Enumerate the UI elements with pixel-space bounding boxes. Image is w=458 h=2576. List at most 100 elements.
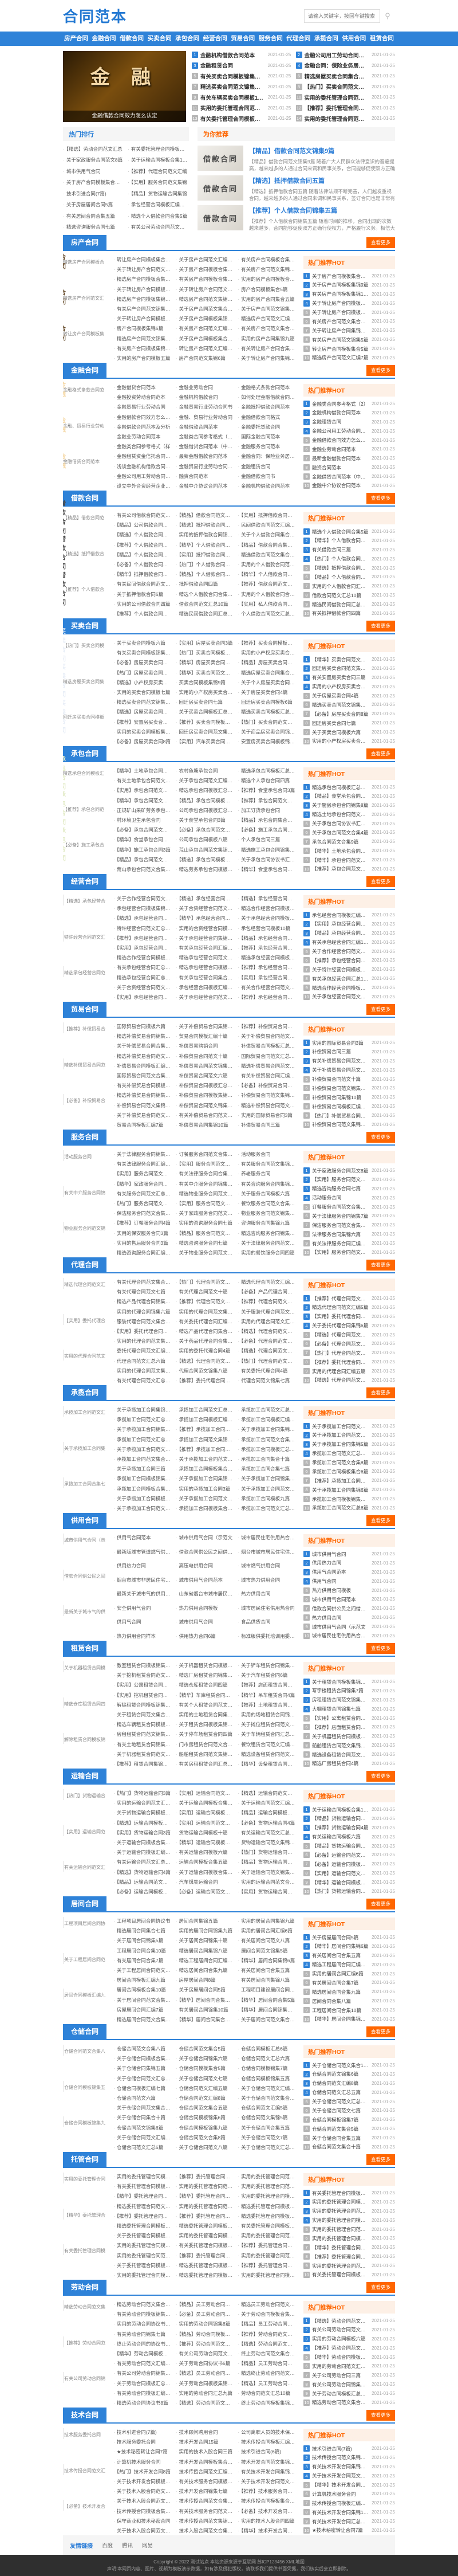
article-link[interactable]: 技术传授合同范文集锦七篇 — [312, 2455, 369, 2461]
article-link[interactable]: · 实用的劳动合同汇总九篇 — [175, 2390, 233, 2396]
article-link[interactable]: · 物业服务合同范文锦集九篇 — [238, 1210, 297, 1217]
article-link[interactable]: · 【推荐】买卖合同模板八篇 — [238, 640, 297, 646]
article-link[interactable]: · 承揽加工合同模板集合六篇 — [175, 1505, 235, 1511]
article-link[interactable]: 【推荐】代理合同范文汇编 — [312, 1295, 369, 1301]
article-link[interactable]: · 有关房产合同模板合集5篇 — [175, 276, 235, 283]
article-link[interactable]: 关于家政服务合同范文8篇 — [312, 1167, 369, 1174]
article-link[interactable]: · 精选物业服务合同范文合集 — [175, 1190, 235, 1197]
article-link[interactable]: · 实用的房产合同集合五篇 — [238, 296, 295, 302]
article-link[interactable]: 金融租赁合同 — [312, 419, 342, 425]
article-link[interactable]: 精选买卖合同范文锦集九篇 — [312, 701, 369, 708]
article-link[interactable]: · 国际贸易合同范文汇总8篇 — [238, 1053, 297, 1059]
article-link[interactable]: · 技术传授合同范文合集八篇 — [175, 2498, 235, 2504]
article-link[interactable]: · 关于技术入股合同范文汇编 — [113, 2488, 172, 2495]
article-link[interactable]: 【必备】运输合同范文锦集 — [312, 1852, 369, 1858]
article-link[interactable]: · 精选劳动合同协议书8篇 — [113, 2399, 168, 2406]
article-link[interactable]: · 精选个人承包合同四篇 — [238, 778, 290, 784]
article-link[interactable]: 【推荐】承包合同范文合集 — [312, 866, 369, 872]
nav-item-房产合同[interactable]: 房产合同 — [64, 35, 88, 42]
article-link[interactable]: · 居间合同集锦五篇 — [175, 1918, 218, 1924]
article-link[interactable]: · 订餐服务合同范文合集七篇 — [175, 1151, 235, 1157]
article-link[interactable]: 供用气合同 — [312, 1578, 337, 1585]
article-link[interactable]: · 精选房产合同范文集锦十篇 — [175, 296, 235, 302]
article-link[interactable]: · 农村鱼塘承包合同 — [175, 768, 218, 774]
article-link[interactable]: · 补偿贸易合同模板汇编九篇 — [113, 1062, 172, 1069]
article-link[interactable]: · 承包经营合同模板汇编八篇 — [128, 202, 189, 208]
article-link[interactable]: 【精选】代理合同范文集合5 — [312, 1332, 369, 1338]
article-link[interactable]: 实用的个人借款合同汇总九 — [312, 583, 369, 589]
article-link[interactable]: 实用的国际贸易合同3篇 — [312, 1040, 364, 1046]
article-link[interactable]: · 【精品】承包合同集合十篇 — [238, 817, 297, 823]
article-link[interactable]: · 有关居间合同锦集10篇 — [175, 2006, 228, 2013]
article-link[interactable]: · 实用的委托管理合同范文合 — [238, 2233, 297, 2239]
article-link[interactable]: · 关于房产合同范文集合7篇 — [175, 305, 235, 312]
article-thumbnail[interactable]: 借款合同 — [198, 205, 243, 230]
article-link[interactable]: · 技术传授合同模板集合十篇 — [238, 2498, 297, 2504]
article-link[interactable]: · 金融借款合同格式 — [238, 414, 281, 420]
article-thumbnail[interactable] — [63, 2080, 64, 2092]
article-link[interactable]: · 金融贸易行业劳动合同范本 — [175, 463, 235, 469]
article-link[interactable]: · 【精华】委托管理合同模板 — [113, 2193, 172, 2199]
view-more-button[interactable]: 查看更多 — [366, 1387, 395, 1398]
article-link[interactable]: · 实用的技术入股合同四篇 — [238, 2518, 295, 2524]
article-link[interactable]: 【推荐】承包经营合同集合 — [312, 957, 369, 963]
article-link[interactable]: · 实用的保安服务合同3篇 — [113, 1230, 168, 1236]
article-link[interactable]: · 关于承揽加工合同锦集9篇 — [113, 1426, 172, 1433]
article-link[interactable]: · 【实用】汽车买卖合同三篇 — [175, 738, 235, 744]
article-link[interactable]: 精选房屋买卖合同集合十篇 — [304, 73, 369, 80]
article-link[interactable]: · 技术传授合同模板合集5篇 — [113, 2508, 172, 2514]
article-link[interactable]: · 承包经营合同模板10篇 — [238, 925, 291, 931]
article-link[interactable]: · 国际贸易合同模板六篇 — [113, 1024, 165, 1029]
article-link[interactable]: · 关于家政服务合同范文8篇 — [175, 1210, 235, 1217]
section-tab[interactable]: 技术合同 — [63, 2408, 107, 2422]
article-link[interactable]: · 精选补偿贸易合同锦集七篇 — [113, 1092, 172, 1099]
article-link[interactable]: 实用的委托管理合同模板合 — [312, 2217, 369, 2224]
article-link[interactable]: 金融机构借款合同范本 — [200, 52, 255, 59]
article-link[interactable]: · 实用的餐饮服务合同四篇 — [238, 1249, 295, 1256]
article-link[interactable]: · 补偿贸易合同范文锦集七篇 — [175, 1102, 235, 1108]
article-link[interactable]: · 仓储合同范文集合5篇 — [175, 2046, 226, 2052]
article-link[interactable]: · 关于委托管理合同模板集锦 — [113, 2262, 172, 2268]
article-link[interactable]: · 【精华】食堂承包合同范文 — [238, 866, 297, 872]
article-link[interactable]: · 承揽加工合同模板合集十篇 — [113, 1485, 172, 1492]
article-link[interactable]: 【热门】货物运输合同合集 — [312, 1888, 369, 1895]
article-link[interactable]: · 委托代理合同范文汇编8篇 — [113, 1348, 172, 1354]
section-tab[interactable]: 买卖合同 — [63, 618, 107, 633]
article-link[interactable]: · 精选居间合同范文合集8篇 — [113, 2016, 172, 2022]
article-link[interactable]: · 承揽加工合同范文汇总七篇 — [113, 1417, 172, 1423]
article-link[interactable]: · 实用的委托管理合同范文集 — [238, 2252, 297, 2259]
article-link[interactable]: 仓储合同范文集合十篇 — [312, 2144, 361, 2150]
article-link[interactable]: 金融业劳动合同范本 — [312, 446, 356, 452]
article-link[interactable]: · 【推荐】承包经营合同集合 — [238, 944, 297, 951]
article-link[interactable]: 有关委托管理合同模板锦集十篇 — [200, 116, 265, 123]
article-link[interactable]: · 实用的代理合同范文集锦八 — [113, 1338, 172, 1344]
article-link[interactable]: · 回迁房买卖合同七篇 — [175, 699, 223, 705]
article-link[interactable]: · 【精品】劳动合同模板锦集 — [175, 2331, 235, 2337]
article-link[interactable]: 【推荐】承揽加工合同三篇 — [312, 1477, 369, 1484]
article-link[interactable]: · 【实用】承包经营合同模板 — [113, 994, 172, 1000]
article-link[interactable]: · 关于房产合同模板集合四篇 — [63, 179, 124, 186]
thumbnail-caption[interactable]: 有关委托管理合同模 — [64, 2248, 105, 2253]
article-link[interactable]: · 精选咨询服务合同锦集十篇 — [238, 1230, 297, 1236]
article-link[interactable]: · 【精品】承包合同范文集锦8 — [113, 856, 172, 862]
section-tab[interactable]: 劳动合同 — [63, 2280, 107, 2295]
article-link[interactable]: · 仓储合同模板汇编七篇 — [113, 2085, 165, 2091]
article-link[interactable]: · 关于仓储合同范文汇编六篇 — [113, 2134, 172, 2140]
article-link[interactable]: 【必备】运输合同模板锦集 — [312, 1861, 369, 1867]
article-thumbnail[interactable] — [63, 1058, 64, 1069]
article-link[interactable]: · 关于转让房产合同模板集锦 — [113, 286, 172, 292]
article-link[interactable]: · 实用的房产合同集锦九篇 — [238, 335, 295, 342]
article-link[interactable]: · 精选委托管理合同模板集合 — [175, 2272, 235, 2278]
article-link[interactable]: · 有关劳动合同模板锦集八篇 — [113, 2311, 172, 2318]
nav-item-借款合同[interactable]: 借款合同 — [120, 35, 144, 42]
article-link[interactable]: · 精选厂房租赁合同锦集六篇 — [175, 1672, 235, 1679]
article-link[interactable]: · 精选民间借款合同汇总五篇 — [175, 610, 235, 617]
article-thumbnail[interactable] — [63, 1534, 64, 1544]
thumbnail-caption[interactable]: 精选承包合同模板汇 — [63, 771, 104, 776]
article-link[interactable]: · 有关土地租赁合同锦集7篇 — [113, 1741, 172, 1747]
article-thumbnail[interactable]: 借款合同 — [198, 175, 243, 201]
section-tab[interactable]: 借款合同 — [63, 491, 107, 505]
article-link[interactable]: · 承揽加工合同范文集锦九篇 — [175, 1436, 235, 1442]
article-link[interactable]: · 【热门】个人借款合同汇总 — [175, 561, 235, 567]
article-link[interactable]: · 计算机技术服务合同 — [113, 2459, 161, 2465]
